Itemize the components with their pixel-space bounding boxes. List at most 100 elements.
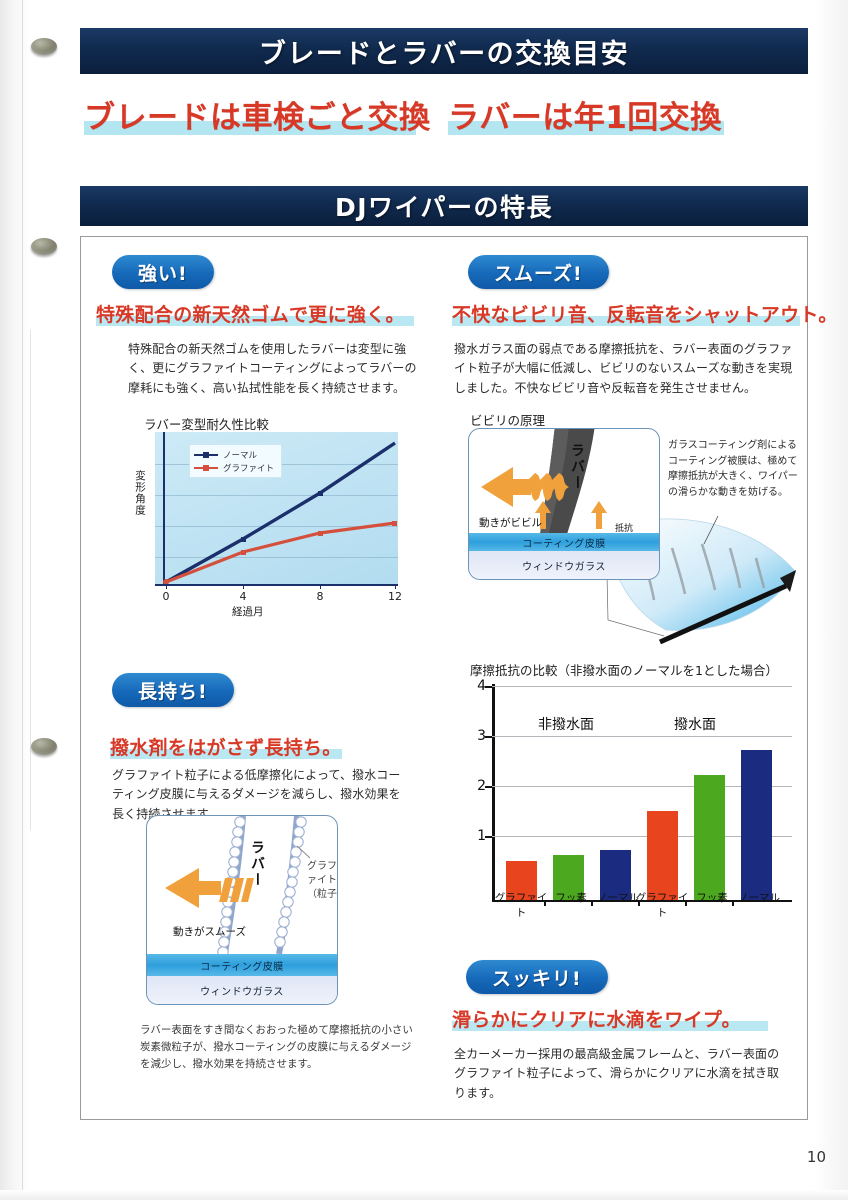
resistance-arrows-icon xyxy=(535,501,607,529)
bar-chart-ytick: 3 xyxy=(477,728,486,744)
legend-label-normal: ノーマル xyxy=(223,450,258,461)
bar-chart-ytick: 4 xyxy=(477,678,486,694)
line-chart-xtick: 12 xyxy=(388,590,402,603)
subhead-highlight-bar xyxy=(452,316,800,326)
headline-blade-replacement: ブレードは車検ごと交換 xyxy=(84,92,431,137)
figure-bibiri-resist-label: 抵抗 xyxy=(615,524,634,534)
line-chart-x-axis xyxy=(155,584,398,586)
figure-bibiri-glass-label: ウィンドウガラス xyxy=(522,561,606,573)
line-chart-xtick: 0 xyxy=(162,590,170,603)
bar-normal-repellent xyxy=(741,749,772,900)
bar-chart-group-label-non-repellent: 非撥水面 xyxy=(538,717,594,733)
pill-clear: スッキリ! xyxy=(466,960,608,994)
pill-durable-label: 長持ち! xyxy=(138,680,208,703)
page-edge-line-secondary xyxy=(30,330,31,830)
bar-chart-title: 摩擦抵抗の比較（非撥水面のノーマルを1とした場合） xyxy=(470,663,778,678)
bar-fluorine-repellent xyxy=(694,774,725,900)
banner-replacement-guide: ブレードとラバーの交換目安 xyxy=(80,28,808,74)
caption-durable: ラバー表面をすき間なくおおった極めて摩擦抵抗の小さい炭素微粒子が、撥水コーティン… xyxy=(140,1024,413,1070)
line-chart-title: ラバー変型耐久性比較 xyxy=(144,417,269,432)
subhead-highlight-bar xyxy=(110,749,342,759)
figure-smooth-move-label: 動きがスムーズ xyxy=(173,926,246,938)
headline-highlight-bar xyxy=(84,121,416,135)
figure-bibiri-move-label: 動きがビビル xyxy=(479,517,542,529)
banner-replacement-guide-label: ブレードとラバーの交換目安 xyxy=(258,38,630,70)
line-chart-rubber-durability: ノーマル グラファイト xyxy=(155,432,398,584)
subhead-strong-label: 特殊配合の新天然ゴムで更に強く。 xyxy=(96,304,405,326)
binder-hole xyxy=(31,38,57,55)
figure-bibiri-title: ビビリの原理 xyxy=(470,413,546,428)
line-chart-x-axis-label: 経過月 xyxy=(232,606,264,618)
bar-chart-category: グラファイト xyxy=(635,892,689,919)
banner-dj-wiper-features: DJワイパーの特長 xyxy=(80,186,808,226)
legend-label-graphite: グラファイト xyxy=(223,463,275,474)
bar-chart-y-axis xyxy=(492,684,495,902)
subhead-clear: 滑らかにクリアに水滴をワイプ。 xyxy=(452,1005,768,1032)
page-number: 10 xyxy=(806,1148,826,1166)
body-strong: 特殊配合の新天然ゴムを使用したラバーは変型に強く、更にグラファイトコーティングに… xyxy=(128,342,417,395)
page-edge-line xyxy=(22,0,23,1200)
pill-smooth-label: スムーズ! xyxy=(494,262,583,285)
line-chart-y-axis-label: 変形角度 xyxy=(134,470,146,516)
subhead-durable: 撥水剤をはがさず長持ち。 xyxy=(110,733,342,760)
subhead-smooth-label: 不快なビビリ音、反転音をシャットアウト。 xyxy=(452,304,838,326)
line-chart-y-axis xyxy=(163,432,165,584)
figure-smooth-rubber-label: ラバー xyxy=(249,840,265,888)
body-smooth: 撥水ガラス面の弱点である摩擦抵抗を、ラバー表面のグラファイト粒子が大幅に低減し、… xyxy=(454,342,793,395)
orange-arrow-icon xyxy=(165,868,254,908)
body-clear: 全カーメーカー採用の最高級金属フレームと、ラバー表面のグラファイト粒子によって、… xyxy=(454,1047,780,1100)
subhead-smooth: 不快なビビリ音、反転音をシャットアウト。 xyxy=(452,300,838,327)
pill-strong-label: 強い! xyxy=(138,262,188,285)
figure-smooth-graphic xyxy=(165,816,311,967)
figure-bibiri-coating-label: コーティング皮膜 xyxy=(522,538,606,550)
figure-bibiri-glass-layer: ウィンドウガラス xyxy=(469,551,659,579)
page-bottom-shadow xyxy=(0,1190,848,1200)
binder-hole xyxy=(31,238,57,255)
bar-chart-group-label-repellent: 撥水面 xyxy=(674,717,716,733)
bar-normal-non-repellent xyxy=(600,849,631,900)
bar-chart-category: ノーマル xyxy=(597,892,639,904)
headline-blade-label: ブレードは車検ごと交換 xyxy=(84,100,431,136)
bar-chart-category: ノーマル xyxy=(738,892,780,904)
bar-chart-ytick: 2 xyxy=(477,778,486,794)
banner-features-label: DJワイパーの特長 xyxy=(334,193,554,222)
subhead-durable-label: 撥水剤をはがさず長持ち。 xyxy=(110,737,342,759)
line-chart-xtick: 4 xyxy=(239,590,247,603)
line-chart-xtick: 8 xyxy=(316,590,324,603)
bar-chart-friction-comparison: 1 2 3 4 非撥水面 撥水面 グラファイト フッ素 ノーマル グラファイト … xyxy=(477,678,792,919)
figure-bibiri-principle: ラバー 動きがビビル 抵抗 コーティング皮膜 ウィンドウガラス xyxy=(468,428,660,580)
bar-graphite-non-repellent xyxy=(506,860,537,900)
legend-item-normal: ノーマル xyxy=(194,448,274,461)
bar-chart-x-axis xyxy=(492,899,792,902)
figure-bibiri-rubber-label: ラバー xyxy=(569,443,585,491)
figure-smooth-glass-layer: ウィンドウガラス xyxy=(147,976,337,1004)
subhead-clear-label: 滑らかにクリアに水滴をワイプ。 xyxy=(452,1009,741,1031)
pill-durable: 長持ち! xyxy=(112,673,234,707)
subhead-highlight-bar xyxy=(96,316,414,326)
figure-bibiri-callout: ガラスコーティング剤によるコーティング被膜は、極めて摩擦抵抗が大きく、ワイパーの… xyxy=(668,440,798,498)
bar-chart-category: グラファイト xyxy=(494,892,548,919)
line-chart-plot xyxy=(163,441,397,584)
bar-chart-category: フッ素 xyxy=(555,892,587,904)
figure-bibiri-coating-layer: コーティング皮膜 xyxy=(469,533,659,551)
subhead-highlight-bar xyxy=(452,1021,768,1031)
pill-smooth: スムーズ! xyxy=(468,255,609,289)
pill-clear-label: スッキリ! xyxy=(492,967,582,990)
figure-smooth-graphite-label: グラファイト（粒子） xyxy=(307,861,337,900)
bar-graphite-repellent xyxy=(647,810,678,900)
subhead-strong: 特殊配合の新天然ゴムで更に強く。 xyxy=(96,300,414,327)
figure-smooth-movement: ラバー グラファイト（粒子） 動きがスムーズ コーティング皮膜 ウィンドウガラス xyxy=(146,815,338,1005)
headline-rubber-label: ラバーは年1回交換 xyxy=(448,100,722,136)
bar-chart-category: フッ素 xyxy=(696,892,728,904)
orange-arrow-icon xyxy=(481,467,569,507)
bar-fluorine-non-repellent xyxy=(553,854,584,900)
bar-chart-ytick: 1 xyxy=(477,828,486,844)
legend-item-graphite: グラファイト xyxy=(194,461,274,474)
pill-strong: 強い! xyxy=(112,255,214,289)
figure-smooth-coating-label: コーティング皮膜 xyxy=(200,961,284,973)
figure-smooth-glass-label: ウィンドウガラス xyxy=(200,986,284,998)
headline-rubber-replacement: ラバーは年1回交換 xyxy=(448,92,724,137)
binder-hole xyxy=(31,738,57,755)
figure-smooth-coating-layer: コーティング皮膜 xyxy=(147,954,337,976)
line-chart-legend: ノーマル グラファイト xyxy=(189,444,283,478)
